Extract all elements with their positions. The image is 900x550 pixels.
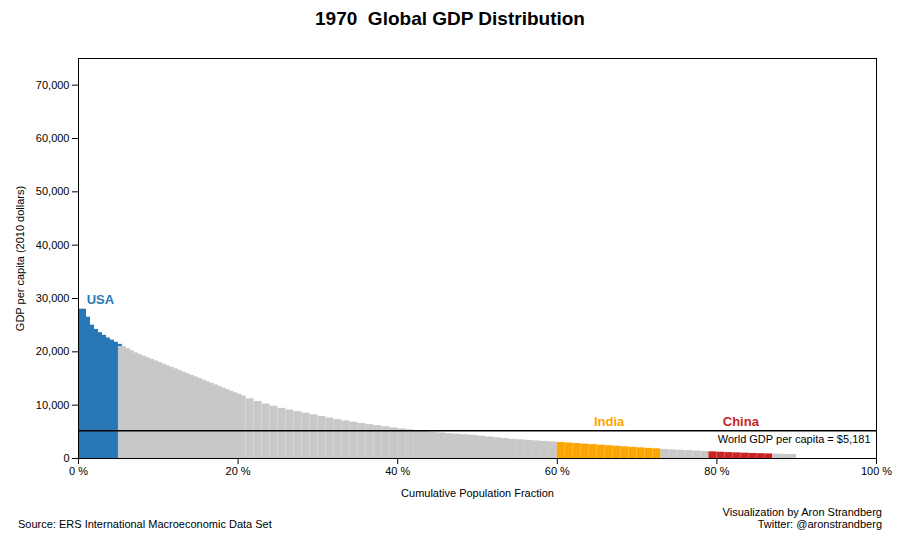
svg-text:China: China — [723, 414, 760, 429]
html-text:Source: ERS International Macr: Source: ERS International Macroeconomic … — [18, 518, 272, 530]
svg-text:10,000: 10,000 — [36, 399, 70, 411]
svg-text:60 %: 60 % — [545, 465, 570, 477]
svg-text:USA: USA — [87, 292, 115, 307]
svg-text:80 %: 80 % — [704, 465, 729, 477]
svg-text:40,000: 40,000 — [36, 239, 70, 251]
html-text:Visualization by Aron Strandbe: Visualization by Aron Strandberg — [722, 506, 882, 518]
svg-text:GDP per capita (2010 dollars): GDP per capita (2010 dollars) — [14, 186, 26, 331]
svg-text:70,000: 70,000 — [36, 79, 70, 91]
svg-text:20 %: 20 % — [226, 465, 251, 477]
svg-text:India: India — [594, 414, 625, 429]
svg-text:Cumulative Population Fraction: Cumulative Population Fraction — [401, 487, 554, 499]
svg-text:60,000: 60,000 — [36, 132, 70, 144]
svg-text:100 %: 100 % — [861, 465, 892, 477]
html-text:Twitter: @aronstrandberg: Twitter: @aronstrandberg — [757, 518, 882, 530]
svg-text:50,000: 50,000 — [36, 185, 70, 197]
svg-text:40 %: 40 % — [385, 465, 410, 477]
svg-text:20,000: 20,000 — [36, 345, 70, 357]
html-text:1970 Global GDP Distribution: 1970 Global GDP Distribution — [315, 8, 585, 29]
svg-text:0: 0 — [63, 452, 69, 464]
svg-text:0 %: 0 % — [69, 465, 88, 477]
svg-text:30,000: 30,000 — [36, 292, 70, 304]
svg-text:World GDP per capita = $5,181: World GDP per capita = $5,181 — [718, 433, 871, 445]
